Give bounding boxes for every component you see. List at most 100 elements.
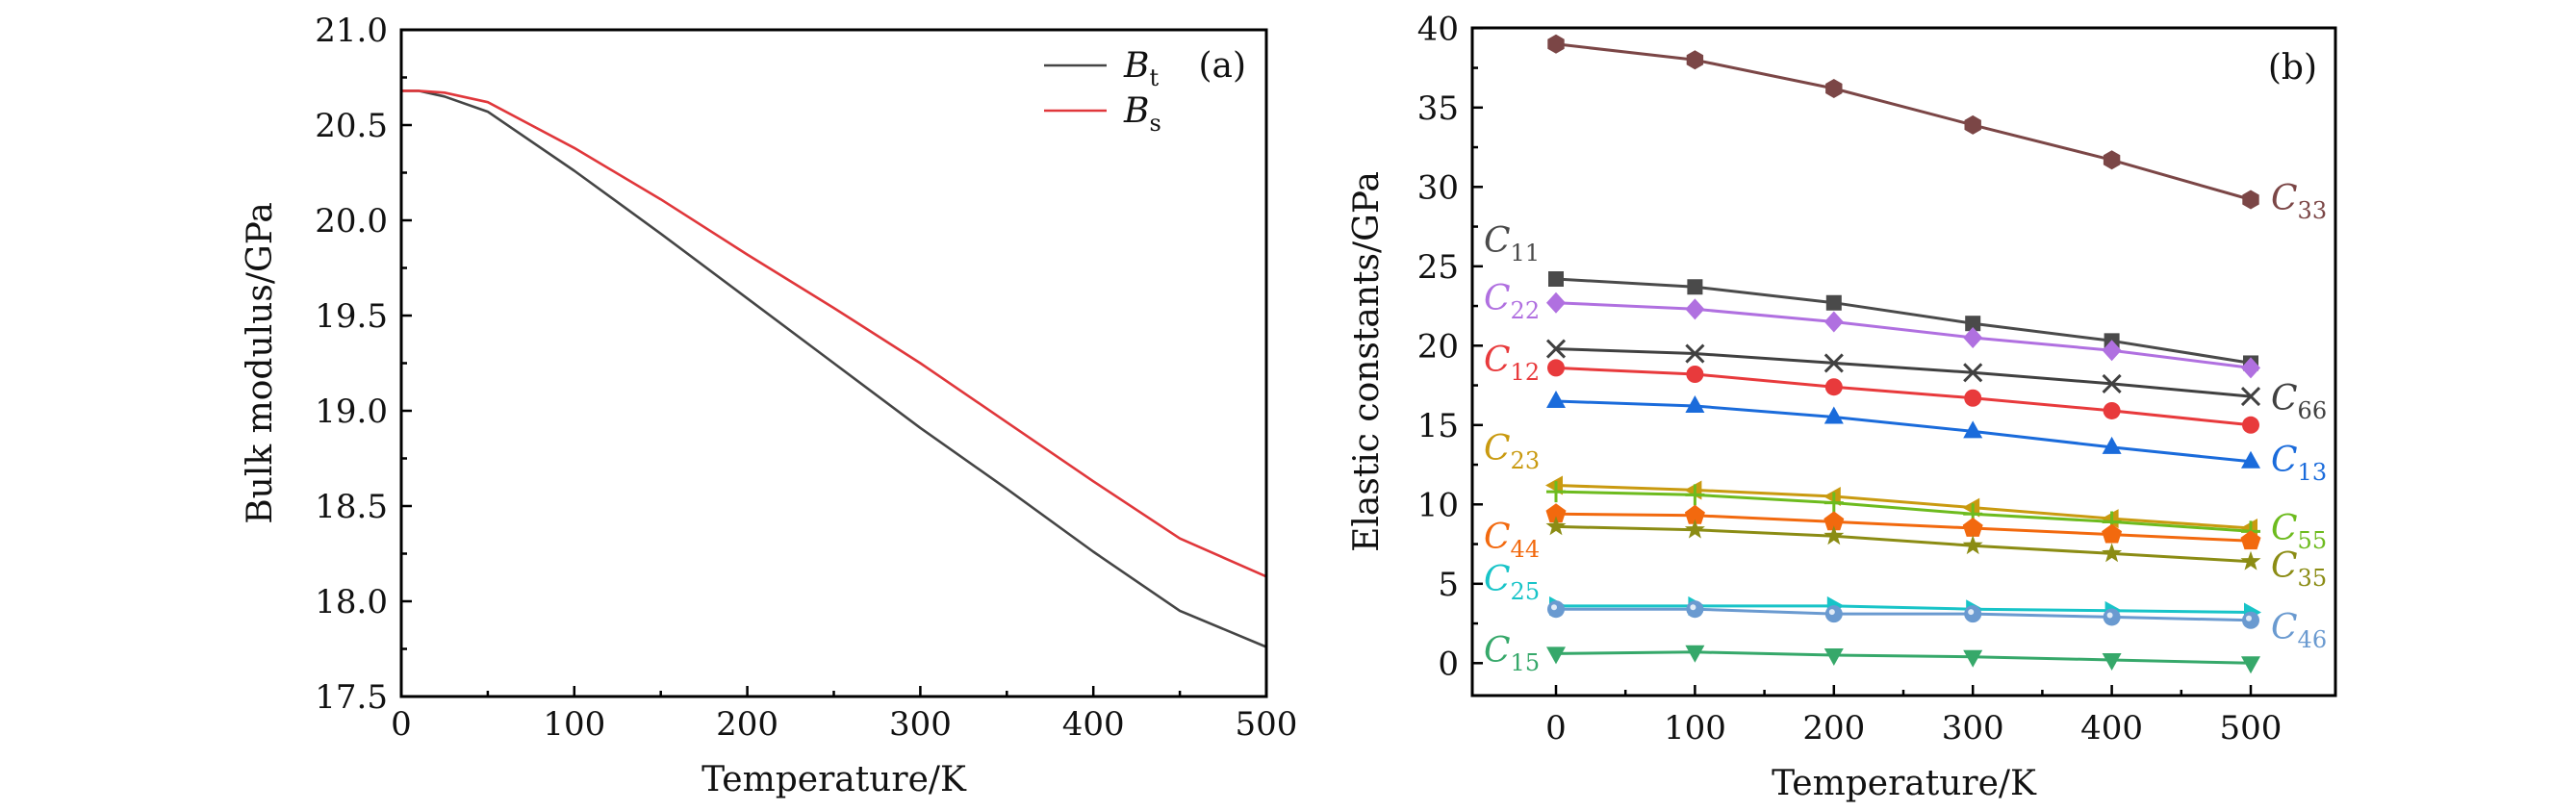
data-point-sphere-highlight (1690, 604, 1696, 611)
data-point-diamond (1546, 291, 1566, 314)
series-label: C22 (1484, 279, 1540, 324)
series-line-Bs (401, 89, 1267, 578)
data-point-circle (1547, 359, 1565, 377)
series-label: C12 (1484, 341, 1540, 386)
y-tick-label: 20 (1417, 327, 1459, 366)
series-line (1555, 484, 2252, 530)
legend-label: Bs (1123, 91, 1161, 137)
label-subscript: 35 (2298, 565, 2328, 592)
data-point-triangle-up (1685, 395, 1705, 413)
series-line (1555, 366, 2252, 427)
data-point-triangle-left (1684, 480, 1702, 500)
data-point-triangle-down (1963, 649, 1983, 668)
label-subscript: 66 (2298, 397, 2328, 424)
data-point-triangle-left (1545, 475, 1563, 495)
legend-label: Bt (1123, 46, 1159, 91)
x-tick-label: 400 (2080, 709, 2143, 748)
y-tick-label: 0 (1438, 645, 1459, 683)
data-point-sphere-highlight (1828, 609, 1835, 616)
y-tick-label: 30 (1417, 168, 1459, 207)
data-point-pentagon (1545, 503, 1567, 523)
data-point-triangle-down (1824, 648, 1844, 667)
label-main: C (1484, 429, 1511, 469)
data-point-sphere-highlight (1551, 604, 1557, 611)
series-line (1555, 277, 2252, 365)
panel-label: (a) (1198, 46, 1246, 86)
x-tick-label: 300 (1942, 709, 2004, 748)
label-main: C (2271, 379, 2298, 418)
label-main: C (2271, 179, 2298, 218)
data-point-triangle-down (1546, 646, 1566, 665)
data-point-triangle-left (1962, 497, 1980, 518)
data-point-pentagon (1684, 504, 1705, 524)
x-tick-label: 200 (1802, 709, 1865, 748)
data-point-star (2102, 543, 2123, 563)
data-point-triangle-down (2102, 653, 2122, 671)
series-C13: C13 (1546, 391, 2327, 486)
data-point-triangle-up (2102, 436, 2122, 454)
series-line (1555, 650, 2252, 665)
data-point-hexagon (1547, 34, 1565, 54)
series-line (1556, 607, 2252, 622)
series-label: C25 (1484, 560, 1540, 605)
data-point-square (1548, 271, 1564, 287)
data-point-star (2240, 550, 2261, 570)
y-tick-label: 18.5 (315, 488, 388, 526)
data-point-sphere-highlight (2246, 615, 2252, 621)
data-point-square (1825, 294, 1842, 311)
y-tick-label: 5 (1438, 566, 1459, 604)
data-point-star (1824, 525, 1845, 545)
x-axis-title: Temperature/K (701, 760, 967, 799)
data-point-hexagon (2103, 150, 2121, 170)
data-point-plus (1546, 481, 1566, 503)
data-point-diamond (2102, 340, 2122, 362)
series-C66: C66 (1545, 339, 2327, 424)
y-tick-label: 21.0 (315, 12, 388, 50)
label-subscript: s (1149, 110, 1160, 137)
label-subscript: 22 (1511, 297, 1541, 324)
label-main: C (1484, 341, 1511, 380)
label-main: C (1484, 221, 1511, 261)
label-subscript: 44 (1511, 536, 1541, 563)
data-point-triangle-up (1963, 420, 1983, 439)
x-tick-label: 200 (716, 705, 778, 744)
series-line (1555, 399, 2252, 464)
series-C46: C46 (1547, 600, 2327, 653)
y-tick-label: 19.5 (315, 297, 388, 336)
series-C15: C15 (1484, 631, 2260, 676)
x-tick-label: 0 (1545, 709, 1567, 748)
data-point-triangle-up (1824, 406, 1844, 424)
data-point-cross (1963, 363, 1983, 383)
data-point-star (1962, 535, 1983, 555)
data-point-cross (1545, 339, 1567, 359)
plot-frame (399, 28, 1268, 698)
plot-frame (1470, 26, 2337, 697)
data-point-cross (2102, 373, 2122, 393)
series-line (1556, 604, 2252, 614)
y-axis-title: Elastic constants/GPa (1347, 171, 1387, 552)
series-label: C44 (1484, 518, 1540, 563)
x-tick-label: 500 (2220, 709, 2283, 748)
data-point-pentagon (2102, 523, 2123, 544)
data-point-circle (2103, 401, 2121, 419)
series-line (1555, 347, 2252, 398)
series-label: C66 (2271, 379, 2327, 424)
x-tick-label: 500 (1236, 705, 1298, 744)
data-point-pentagon (2240, 530, 2261, 550)
label-subscript: 11 (1511, 240, 1541, 266)
data-point-triangle-left (2101, 509, 2119, 529)
label-subscript: 15 (1511, 649, 1541, 676)
data-point-diamond (1685, 298, 1705, 320)
label-subscript: 55 (2298, 527, 2328, 554)
series-line-Bt (401, 89, 1267, 648)
label-subscript: 33 (2298, 197, 2328, 224)
series-line (1555, 524, 2252, 564)
series-line (1555, 42, 2252, 201)
series-label: C55 (2271, 509, 2327, 554)
y-tick-label: 19.0 (315, 393, 388, 431)
data-point-square (1965, 316, 1981, 332)
data-point-plus (1685, 484, 1705, 506)
series-label: C35 (2271, 546, 2327, 592)
label-main: C (2271, 509, 2298, 548)
